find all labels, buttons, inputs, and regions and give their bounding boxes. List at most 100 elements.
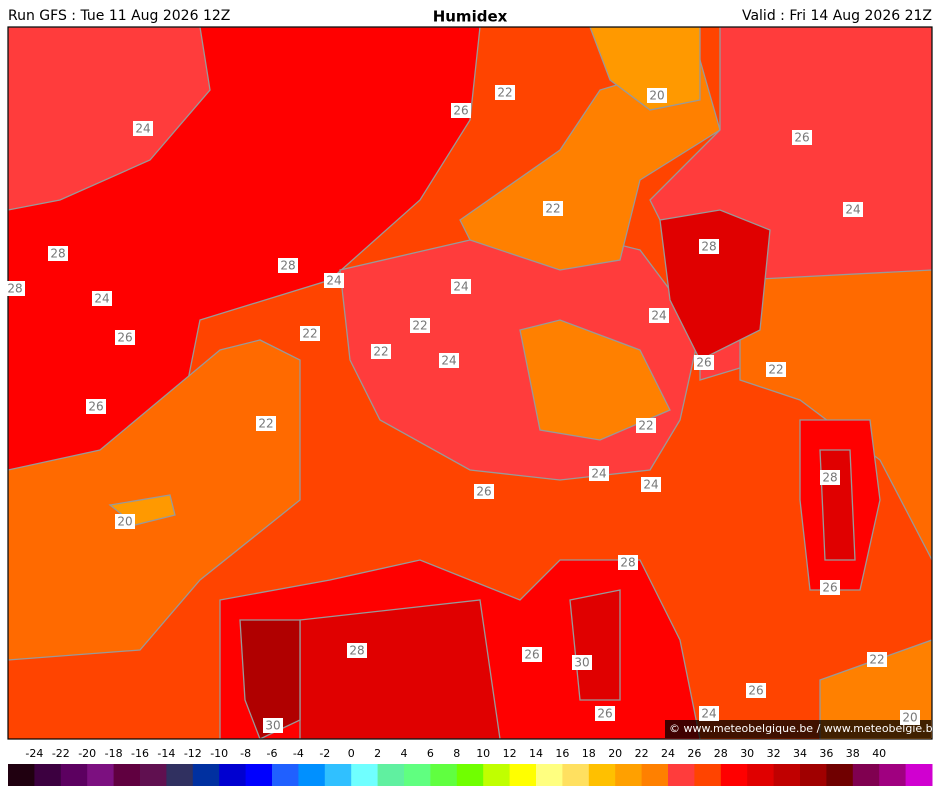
colorbar-label: -22 xyxy=(52,747,70,760)
contour-label-box xyxy=(820,470,840,485)
contour-label-box xyxy=(133,121,153,136)
contour-label-box xyxy=(766,362,786,377)
contour-label-box xyxy=(495,85,515,100)
contour-label: 24 xyxy=(441,354,456,368)
contour-label: 28 xyxy=(701,240,716,254)
colorbar-swatch xyxy=(800,764,827,786)
contour-label-box xyxy=(5,281,25,296)
contour-label-box xyxy=(900,710,920,725)
contour-label-box xyxy=(263,718,283,733)
contour-label-box xyxy=(522,647,542,662)
colorbar-swatch xyxy=(536,764,563,786)
contour-label: 24 xyxy=(643,478,658,492)
contour-label-box xyxy=(618,555,638,570)
contour-label-box xyxy=(324,273,344,288)
contour-label: 24 xyxy=(591,467,606,481)
contour-label: 24 xyxy=(326,274,341,288)
colorbar-swatch xyxy=(166,764,194,786)
contour-label-box xyxy=(439,353,459,368)
colorbar-label: 0 xyxy=(348,747,355,760)
contour-label-box xyxy=(820,580,840,595)
colorbar-swatch xyxy=(324,764,352,786)
colorbar-label: 34 xyxy=(793,747,807,760)
colorbar-swatch xyxy=(34,764,62,786)
contour-label-box xyxy=(474,484,494,499)
contour-label: 22 xyxy=(768,363,783,377)
contour-label-box xyxy=(451,279,471,294)
colorbar-label: 14 xyxy=(529,747,543,760)
contour-label-box xyxy=(543,201,563,216)
colorbar-label: 4 xyxy=(401,747,408,760)
colorbar-swatch xyxy=(377,764,405,786)
contour-label: 28 xyxy=(50,247,65,261)
contour-label: 24 xyxy=(94,292,109,306)
colorbar-label: -16 xyxy=(131,747,149,760)
contour-label: 22 xyxy=(869,653,884,667)
colorbar-swatch xyxy=(773,764,801,786)
colorbar-swatch xyxy=(694,764,722,786)
contour-label: 28 xyxy=(822,471,837,485)
contour-label-box xyxy=(410,318,430,333)
contour-label: 28 xyxy=(7,282,22,296)
contour-label: 26 xyxy=(117,331,132,345)
contour-label: 26 xyxy=(524,648,539,662)
colorbar-swatch xyxy=(668,764,695,786)
colorbar-label: -6 xyxy=(267,747,278,760)
colorbar-swatch xyxy=(641,764,669,786)
colorbar-swatch xyxy=(113,764,141,786)
map: © www.meteobelgique.be / www.meteobelgie… xyxy=(7,26,940,740)
run-info: Run GFS : Tue 11 Aug 2026 12Z xyxy=(8,8,230,24)
colorbar-swatch xyxy=(8,764,35,786)
colorbar-label: 18 xyxy=(582,747,596,760)
contour-label-box xyxy=(792,130,812,145)
copyright: © www.meteobelgique.be / www.meteobelgie… xyxy=(669,722,940,735)
contour-label: 26 xyxy=(88,400,103,414)
contour-label-box xyxy=(256,416,276,431)
colorbar-label: -18 xyxy=(105,747,123,760)
contour-label-box xyxy=(699,706,719,721)
valid-info: Valid : Fri 14 Aug 2026 21Z xyxy=(742,8,932,24)
contour-label-box xyxy=(115,514,135,529)
contour-label: 20 xyxy=(117,515,132,529)
colorbar-label: -14 xyxy=(157,747,175,760)
contour-label: 20 xyxy=(649,89,664,103)
colorbar-swatch xyxy=(219,764,247,786)
contour-label-box xyxy=(694,355,714,370)
contour-label-box xyxy=(572,655,592,670)
colorbar-swatch xyxy=(483,764,511,786)
colorbar-swatch xyxy=(747,764,775,786)
colorbar-swatch xyxy=(826,764,854,786)
contour-label-box xyxy=(595,706,615,721)
contour-label-box xyxy=(347,643,367,658)
colorbar-label: 22 xyxy=(635,747,649,760)
colorbar-label: -12 xyxy=(184,747,202,760)
contour-label-box xyxy=(278,258,298,273)
colorbar-label: 30 xyxy=(740,747,754,760)
colorbar-label: 40 xyxy=(872,747,886,760)
colorbar-swatch xyxy=(562,764,590,786)
colorbar-swatch xyxy=(879,764,907,786)
contour-label-box xyxy=(867,652,887,667)
contour-label: 26 xyxy=(748,684,763,698)
colorbar-label: -8 xyxy=(240,747,251,760)
colorbar-label: 8 xyxy=(453,747,460,760)
colorbar-swatch xyxy=(404,764,431,786)
contour-label: 22 xyxy=(258,417,273,431)
contour-label: 24 xyxy=(453,280,468,294)
contour-label: 22 xyxy=(373,345,388,359)
title: Humidex xyxy=(433,8,508,26)
colorbar-label: 24 xyxy=(661,747,675,760)
contour-label-box xyxy=(699,239,719,254)
contour-label-box xyxy=(589,466,609,481)
contour-label-box xyxy=(451,103,471,118)
colorbar-swatch xyxy=(272,764,299,786)
colorbar-swatch xyxy=(245,764,273,786)
contour-label-box xyxy=(641,477,661,492)
contour-label-box xyxy=(92,291,112,306)
colorbar-swatch xyxy=(60,764,88,786)
colorbar-swatch xyxy=(87,764,115,786)
colorbar-swatch xyxy=(615,764,643,786)
contour-label-box xyxy=(115,330,135,345)
contour-label-box xyxy=(300,326,320,341)
